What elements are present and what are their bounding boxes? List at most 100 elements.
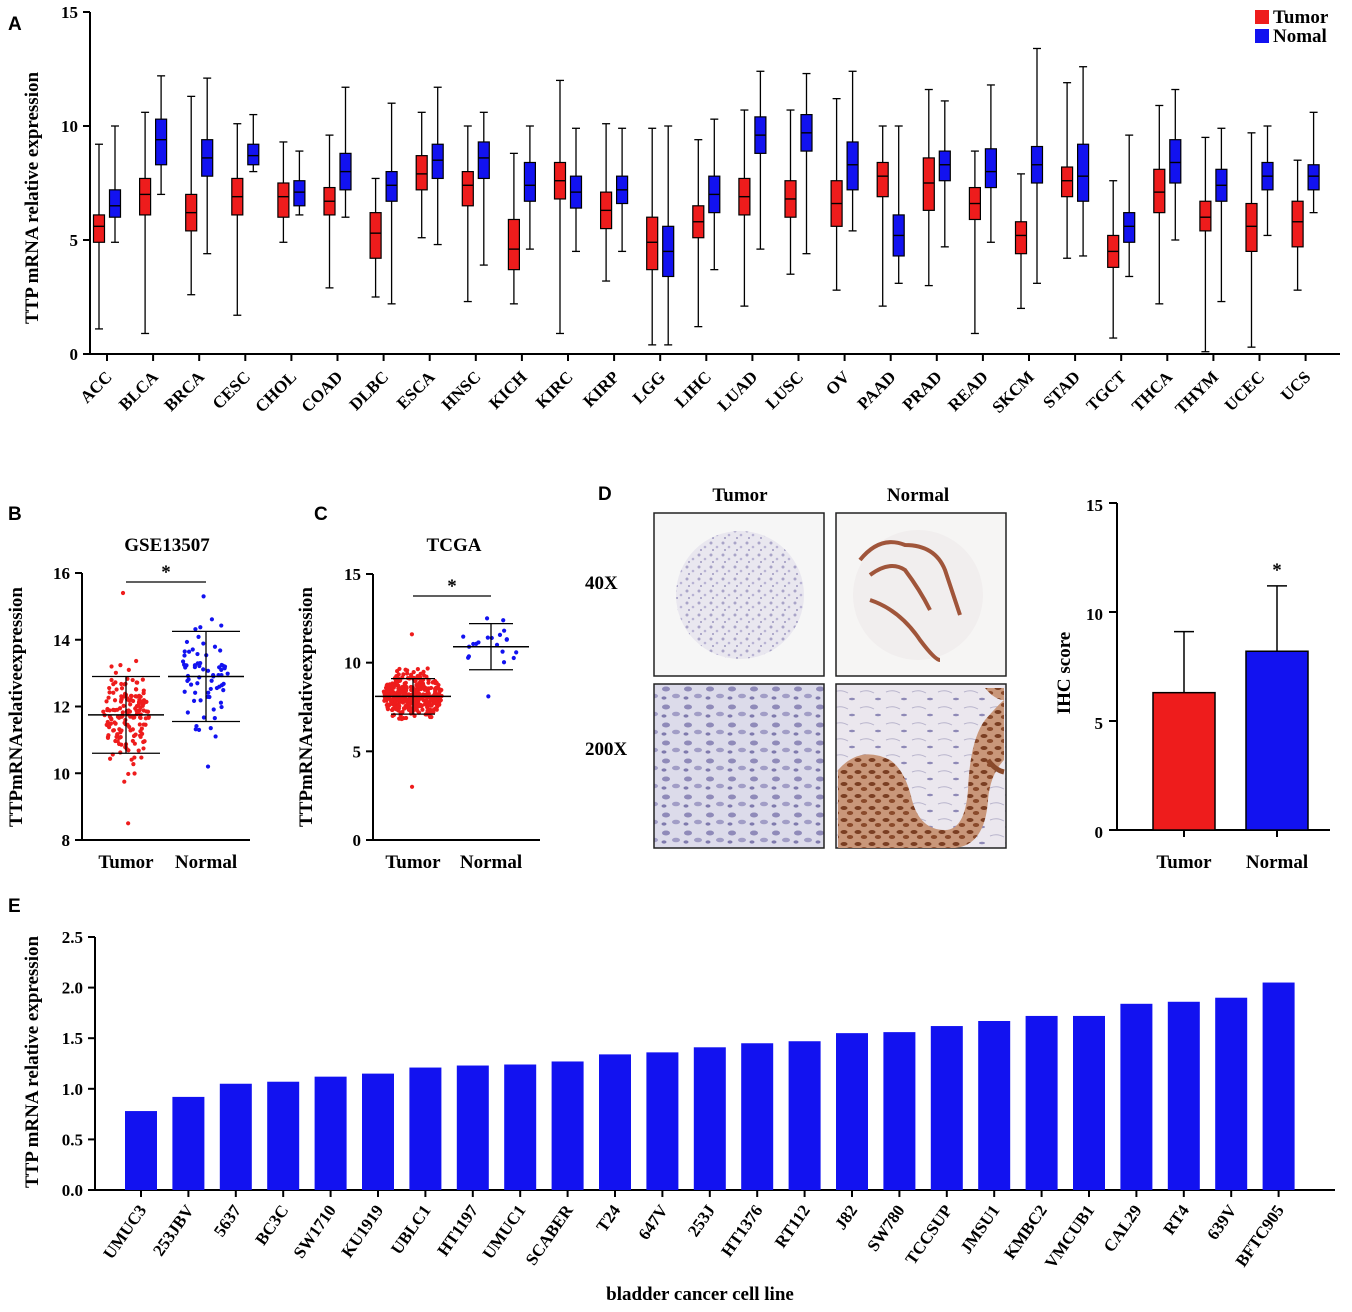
panel-b-point	[126, 667, 131, 672]
panel-b-point	[126, 821, 131, 826]
box-normal	[155, 118, 168, 166]
panel-c-point	[394, 705, 399, 710]
panel-c-sig-star: *	[447, 576, 457, 597]
panel-b-point	[105, 735, 111, 740]
panel-b-point	[201, 667, 206, 672]
panel-c-point	[514, 650, 519, 655]
panel-c-ytick-label: 15	[344, 565, 361, 584]
panel-b-point	[191, 698, 197, 703]
panel-c-point	[430, 680, 435, 685]
epithelium-stain	[858, 540, 962, 662]
panel-a-category-label: PAAD	[854, 367, 900, 413]
panel-c-point	[412, 713, 417, 718]
panel-c-point	[382, 691, 387, 696]
cell-line-bar	[1262, 982, 1295, 1190]
panel-b-point	[105, 708, 110, 713]
panel-c-point	[403, 688, 409, 693]
panel-b-point	[127, 724, 132, 729]
panel-b-point	[207, 694, 212, 700]
panel-c-point	[389, 707, 395, 713]
panel-b-point	[131, 698, 136, 704]
panel-c-point	[409, 632, 415, 637]
panel-c-point	[437, 702, 442, 707]
panel-c-point	[382, 698, 387, 703]
panel-label-b: B	[8, 504, 22, 525]
panel-c-ylabel: TTPmRNArelativeexpression	[296, 587, 317, 827]
panel-b-point	[195, 651, 200, 657]
panel-b-point	[118, 750, 123, 755]
panel-b-point	[180, 659, 186, 664]
panel-c-point	[390, 683, 395, 688]
panel-b-point	[132, 755, 137, 760]
panel-e-category-label: RT112	[771, 1201, 814, 1251]
panel-a-ytick-label: 15	[61, 3, 78, 22]
panel-b-ytick-label: 8	[62, 831, 71, 850]
panel-b-point	[182, 689, 187, 694]
panel-c-point	[461, 634, 466, 639]
panel-c-point	[400, 709, 405, 715]
panel-b-point	[119, 697, 124, 702]
panel-e-category-label: SW780	[863, 1201, 908, 1254]
panel-c-point	[421, 686, 427, 692]
panel-b-point	[141, 701, 146, 706]
cell-line-bar	[267, 1081, 300, 1190]
panel-b-point	[128, 702, 133, 707]
panel-b-point	[126, 771, 131, 777]
ihc-col-tumor: Tumor	[712, 485, 768, 506]
panel-b-point	[108, 721, 113, 726]
panel-e-category-label: BFTC905	[1232, 1201, 1288, 1270]
panel-e-ytick-label: 2.0	[62, 979, 83, 998]
panel-b-ytick-label: 14	[53, 631, 71, 650]
panel-b-point	[186, 677, 191, 682]
panel-b-point	[122, 779, 127, 784]
panel-a-category-label: PRAD	[899, 367, 946, 414]
panel-c-point	[420, 707, 425, 712]
panel-b-point	[133, 694, 138, 699]
panel-a-category-label: ESCA	[393, 367, 439, 413]
cell-line-bar	[1215, 997, 1248, 1190]
panel-c-point	[476, 640, 481, 645]
panel-c-point	[425, 691, 430, 696]
panel-b-point	[141, 691, 146, 696]
panel-a-ytick-label: 0	[70, 345, 79, 364]
panel-c-point	[388, 699, 394, 704]
panel-b-point	[120, 710, 125, 715]
panel-c-point	[421, 683, 426, 688]
panel-a-category-label: COAD	[297, 367, 346, 416]
panel-b-point	[209, 678, 214, 683]
panel-c-point	[429, 709, 434, 714]
panel-a-category-label: LGG	[629, 367, 669, 407]
panel-e-category-label: J82	[831, 1201, 861, 1233]
cell-line-bar	[504, 1064, 537, 1190]
epithelium-tip	[985, 758, 1005, 775]
panel-a-ylabel: TTP mRNA relative expression	[22, 72, 43, 325]
panel-b-point	[219, 704, 224, 710]
panel-b-point	[211, 707, 216, 712]
panel-b-point	[111, 728, 117, 733]
panel-b-point	[186, 649, 192, 654]
panel-c-point	[422, 673, 427, 678]
panel-c-point	[494, 642, 500, 648]
panel-b-point	[134, 658, 139, 664]
panel-c-point	[408, 697, 413, 702]
panel-e-category-label: 647V	[634, 1201, 672, 1243]
panel-a-ytick-label: 10	[61, 117, 78, 136]
panel-b-point	[107, 690, 112, 695]
panel-b-point	[107, 685, 112, 691]
panel-b-point	[193, 690, 198, 695]
panel-c: C TCGA TTPmRNArelativeexpression	[296, 504, 482, 827]
box-tumor	[92, 214, 106, 243]
panel-c-point	[390, 713, 395, 719]
panel-c-ytick-label: 5	[353, 742, 362, 761]
panel-c-point	[409, 687, 414, 693]
panel-c-ytick-label: 10	[344, 654, 361, 673]
panel-b-point	[119, 681, 124, 687]
cell-line-bar	[456, 1065, 489, 1190]
panel-b-point	[106, 725, 112, 730]
panel-c-point	[501, 618, 506, 623]
panel-b-point	[214, 685, 220, 691]
box-normal	[1076, 143, 1090, 202]
panel-c-point	[397, 678, 402, 683]
panel-a-category-label: KIRP	[579, 367, 622, 410]
